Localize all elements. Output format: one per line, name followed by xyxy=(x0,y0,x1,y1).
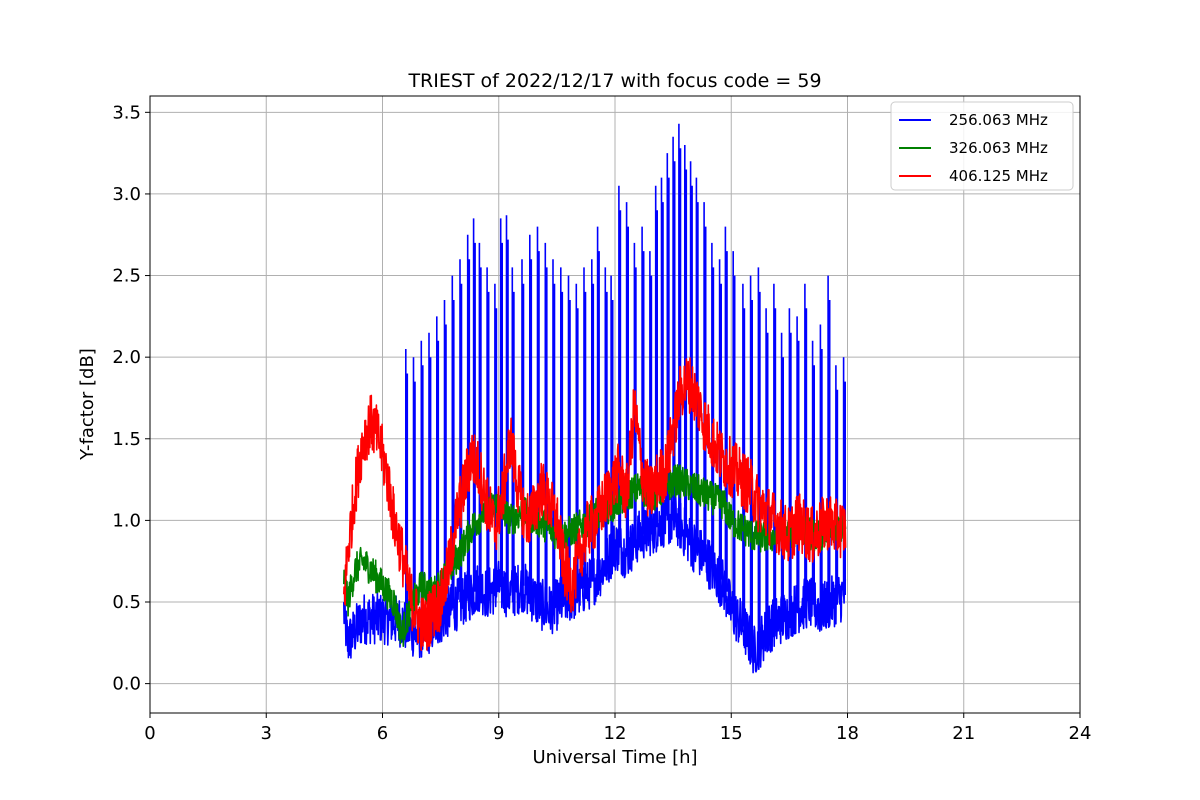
x-axis-label: Universal Time [h] xyxy=(532,747,697,768)
legend-box xyxy=(890,101,1074,191)
y-tick-label: 3.5 xyxy=(112,102,141,123)
y-tick-label: 0.0 xyxy=(112,674,141,695)
x-tick-label: 12 xyxy=(604,723,627,744)
y-axis: 0.0 0.5 1.0 1.5 2.0 2.5 3.0 3.5 xyxy=(112,102,150,695)
x-tick-label: 18 xyxy=(836,723,859,744)
x-tick-label: 0 xyxy=(144,723,155,744)
x-tick-label: 6 xyxy=(377,723,388,744)
y-tick-label: 2.5 xyxy=(112,266,141,287)
series-line xyxy=(343,357,847,651)
x-tick-label: 15 xyxy=(720,723,743,744)
y-tick-label: 1.5 xyxy=(112,429,141,450)
x-tick-label: 3 xyxy=(261,723,272,744)
y-tick-label: 1.0 xyxy=(112,510,141,531)
legend-label: 406.125 MHz xyxy=(949,167,1048,185)
series-2 xyxy=(343,357,847,651)
y-tick-label: 3.0 xyxy=(112,184,141,205)
series-layer xyxy=(343,123,847,674)
legend-label: 326.063 MHz xyxy=(949,139,1048,157)
chart-title: TRIEST of 2022/12/17 with focus code = 5… xyxy=(407,70,821,92)
legend-label: 256.063 MHz xyxy=(949,111,1048,129)
x-axis: 0 3 6 9 12 15 18 21 24 xyxy=(144,713,1091,744)
y-tick-label: 2.0 xyxy=(112,347,141,368)
y-axis-label: Y-factor [dB] xyxy=(77,348,98,461)
y-tick-label: 0.5 xyxy=(112,592,141,613)
x-tick-label: 24 xyxy=(1069,723,1092,744)
x-tick-label: 9 xyxy=(493,723,504,744)
legend: 256.063 MHz 326.063 MHz 406.125 MHz xyxy=(890,101,1074,191)
x-tick-label: 21 xyxy=(952,723,975,744)
